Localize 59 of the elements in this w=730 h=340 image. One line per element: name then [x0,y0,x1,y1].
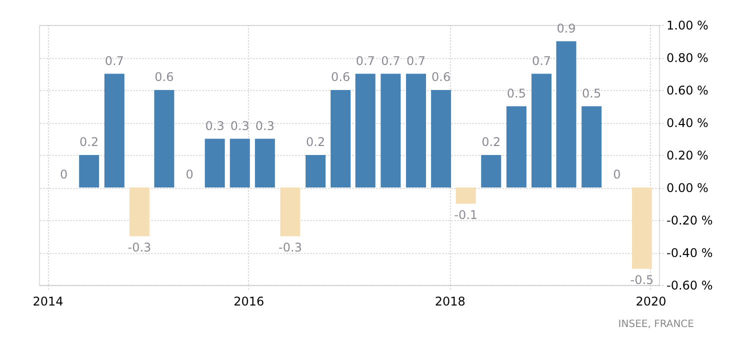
data-label: 0.3 [255,118,274,133]
data-label: 0.2 [80,135,99,149]
bar [531,74,552,188]
bar [632,188,652,269]
data-label: -0.1 [454,208,478,222]
bar [280,188,300,236]
y-tick-label: 0.40 % [666,116,708,130]
data-label: 0.7 [381,54,400,68]
data-label: 0.5 [506,86,526,100]
data-label: 0 [186,168,194,182]
data-label: 0.2 [306,135,326,149]
y-tick-label: 0.80 % [666,51,708,65]
data-label: 0.7 [104,54,124,68]
bar [254,138,275,188]
data-label: -0.3 [128,240,152,254]
bar [556,41,576,188]
bar [355,74,376,188]
bar [406,74,426,188]
data-label: 0.3 [205,118,224,133]
bar [380,74,401,188]
y-tick-label: -0.40 % [666,246,713,260]
x-tick-label: 2014 [32,294,64,308]
x-tick-label: 2016 [234,294,264,308]
bar [456,188,476,204]
text: INSEE, FRANCE [618,319,694,330]
y-tick-label: 0.60 % [666,84,708,98]
y-tick-label: -0.60 % [666,278,713,292]
data-label: 0.7 [356,54,375,68]
data-label: 0 [613,168,621,182]
data-label: 0.7 [532,54,552,68]
y-tick-label: -0.20 % [666,214,713,228]
y-tick-label: 0.00 % [666,181,708,195]
bar [306,155,326,188]
data-label: 0.6 [154,70,174,84]
bar [230,138,250,188]
bar [330,90,351,188]
data-label: 0 [60,168,68,182]
x-tick-label: 2018 [434,294,466,308]
data-label: 0.2 [482,135,501,149]
data-label: -0.5 [630,272,654,287]
bar [79,155,100,188]
bar [129,188,150,236]
data-label: 0.5 [582,86,602,100]
bar [582,106,602,188]
bar [506,106,526,188]
bar [204,138,225,188]
data-label: 0.3 [230,118,250,133]
bar [431,90,452,188]
y-tick-label: 0.20 % [666,148,708,162]
bar [154,90,174,188]
y-tick-label: 1.00 % [666,18,708,32]
data-label: 0.6 [432,70,451,84]
bar [104,74,124,188]
data-label: -0.3 [278,240,302,254]
bar [481,155,502,188]
data-label: 0.9 [556,21,576,36]
x-tick-label: 2020 [636,294,666,308]
data-label: 0.6 [331,70,350,84]
data-label: 0.7 [406,54,426,68]
